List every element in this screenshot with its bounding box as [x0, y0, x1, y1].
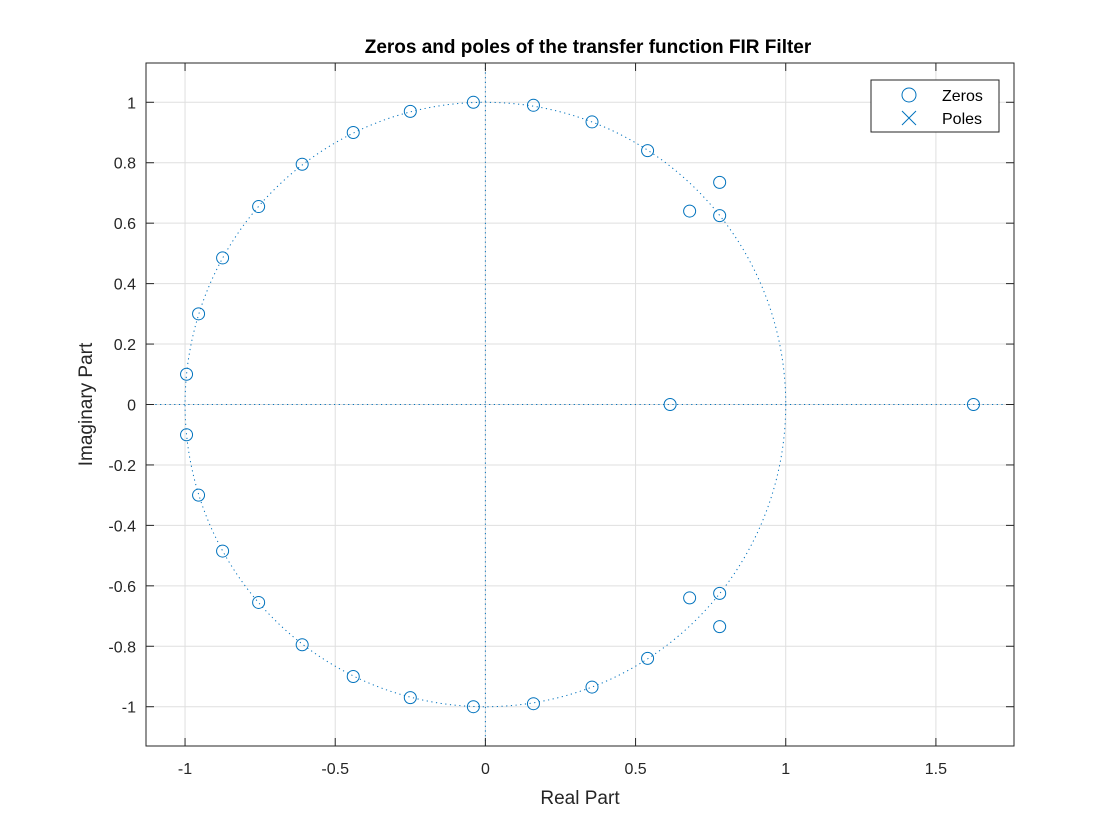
x-axis-label: Real Part	[540, 788, 620, 809]
zero-marker	[403, 691, 417, 705]
zero-marker	[403, 104, 417, 118]
zero-marker	[216, 251, 230, 265]
legend-items: Zeros Poles	[901, 87, 983, 128]
x-tick-label: -1	[178, 761, 192, 778]
x-tick-label: 0	[481, 761, 490, 778]
zero-marker	[641, 651, 655, 665]
y-tick-label: -0.8	[108, 639, 136, 656]
y-tick-label: 1	[127, 95, 136, 112]
ticks: -1 -0.5 0 0.5 1 1.5 -1 -0.8 -0.6 -0.4 -0.2 0 0.2 0.4 0…	[108, 63, 1014, 778]
y-tick-label: -0.6	[108, 579, 136, 596]
zero-marker	[295, 157, 309, 171]
x-tick-label: 1.5	[925, 761, 947, 778]
x-tick-label: 0.5	[624, 761, 646, 778]
zero-marker	[252, 595, 266, 609]
zero-marker	[180, 367, 194, 381]
y-tick-label: 0.4	[114, 277, 136, 294]
legend-label: Zeros	[942, 88, 983, 105]
data-markers	[180, 95, 980, 714]
zero-marker	[966, 398, 980, 411]
unit-circle-guides	[146, 63, 1014, 746]
legend-pole-marker	[901, 110, 917, 126]
zero-marker	[346, 669, 360, 683]
y-tick-label: 0	[127, 398, 136, 415]
y-tick-label: 0.6	[114, 216, 136, 233]
zero-marker	[466, 95, 480, 109]
y-axis-label: Imaginary Part	[76, 342, 97, 466]
legend: Zeros Poles	[870, 79, 1000, 133]
zero-marker	[346, 126, 360, 140]
zero-marker	[713, 209, 727, 223]
y-tick-label: 0.2	[114, 337, 136, 354]
legend-box	[870, 79, 1000, 133]
x-tick-label: -0.5	[321, 761, 349, 778]
zero-marker	[216, 544, 230, 558]
zero-marker	[192, 488, 206, 502]
zero-marker	[713, 586, 727, 600]
zero-marker	[713, 175, 727, 189]
zero-marker	[585, 115, 599, 129]
zero-marker	[526, 697, 540, 711]
legend-zero-marker	[901, 87, 917, 103]
chart-title: Zeros and poles of the transfer function…	[365, 37, 812, 58]
zero-marker	[180, 428, 194, 442]
y-tick-label: 0.8	[114, 156, 136, 173]
zero-marker	[683, 204, 697, 218]
legend-label: Poles	[942, 111, 982, 128]
y-tick-label: -0.2	[108, 458, 136, 475]
y-tick-label: -0.4	[108, 518, 136, 535]
zero-marker	[585, 680, 599, 694]
grid-lines	[146, 63, 1014, 746]
zero-marker	[192, 307, 206, 321]
zero-marker	[526, 98, 540, 112]
zero-marker	[663, 398, 677, 411]
zero-marker	[713, 620, 727, 634]
zero-marker	[641, 144, 655, 158]
x-tick-label: 1	[781, 761, 790, 778]
zero-marker	[295, 638, 309, 652]
zero-marker	[252, 200, 266, 214]
y-tick-label: -1	[122, 700, 136, 717]
zero-marker	[466, 700, 480, 714]
zero-marker	[683, 591, 697, 605]
